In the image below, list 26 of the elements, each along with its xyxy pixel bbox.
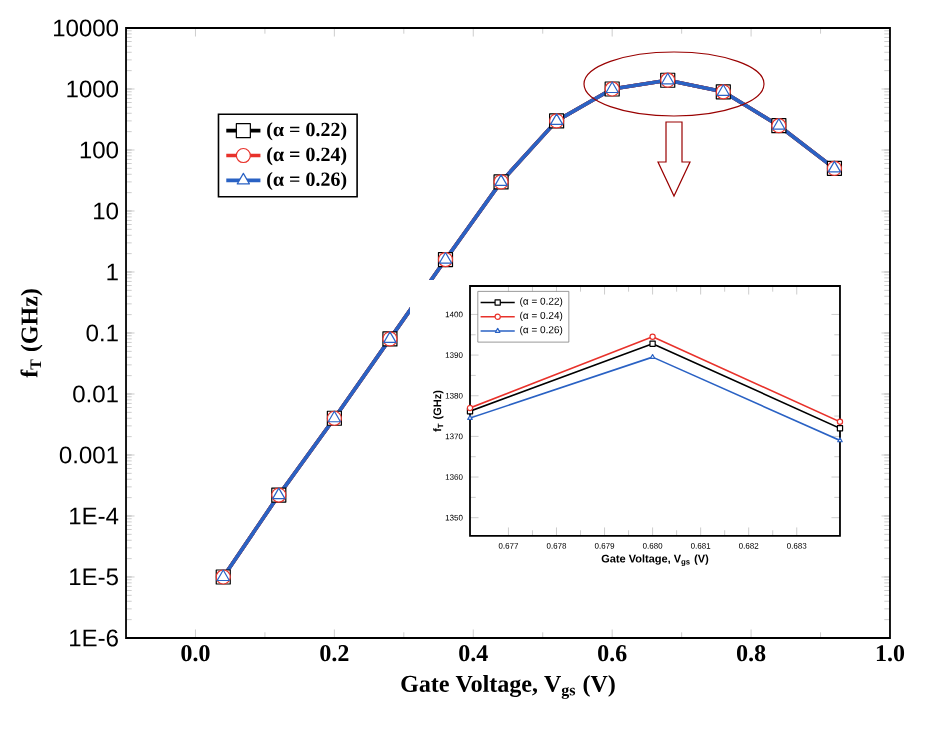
point [836, 425, 844, 432]
y-tick-label: 1 [107, 263, 118, 281]
point [836, 418, 844, 425]
legend-label: (α = 0.26) [267, 171, 347, 191]
x-tick-label: 0.4 [459, 645, 488, 662]
x-tick-label: 1.0 [876, 645, 905, 662]
legend-label: (α = 0.22) [267, 122, 347, 141]
point [649, 340, 656, 347]
legend-label: (α = 0.24) [267, 147, 347, 166]
x-axis-title: Gate Voltage, V$_{gs}$ (V) [401, 675, 615, 699]
x-tick-label: 0.8 [736, 645, 766, 662]
y-tick-label: 1000 [67, 80, 119, 98]
y-tick-label: 0.001 [59, 446, 118, 464]
y-tick-label: 0.01 [73, 385, 118, 403]
x-tick-label: 0.0 [181, 645, 210, 662]
y-tick-label: 1E-5 [70, 568, 118, 586]
y-tick-label: 100 [80, 141, 119, 159]
y-tick-label: 0.1 [86, 324, 118, 342]
x-tick-label: 0.2 [320, 645, 349, 662]
y-tick-label: 10 [94, 202, 119, 220]
y-tick-label: 1E-6 [70, 629, 118, 647]
point [649, 333, 656, 340]
y-tick-label: 10000 [54, 19, 118, 37]
y-axis-title: f$_{T}$ (GHz) [20, 289, 43, 378]
x-tick-label: 0.6 [598, 645, 627, 662]
y-tick-label: 1E-4 [70, 507, 119, 525]
